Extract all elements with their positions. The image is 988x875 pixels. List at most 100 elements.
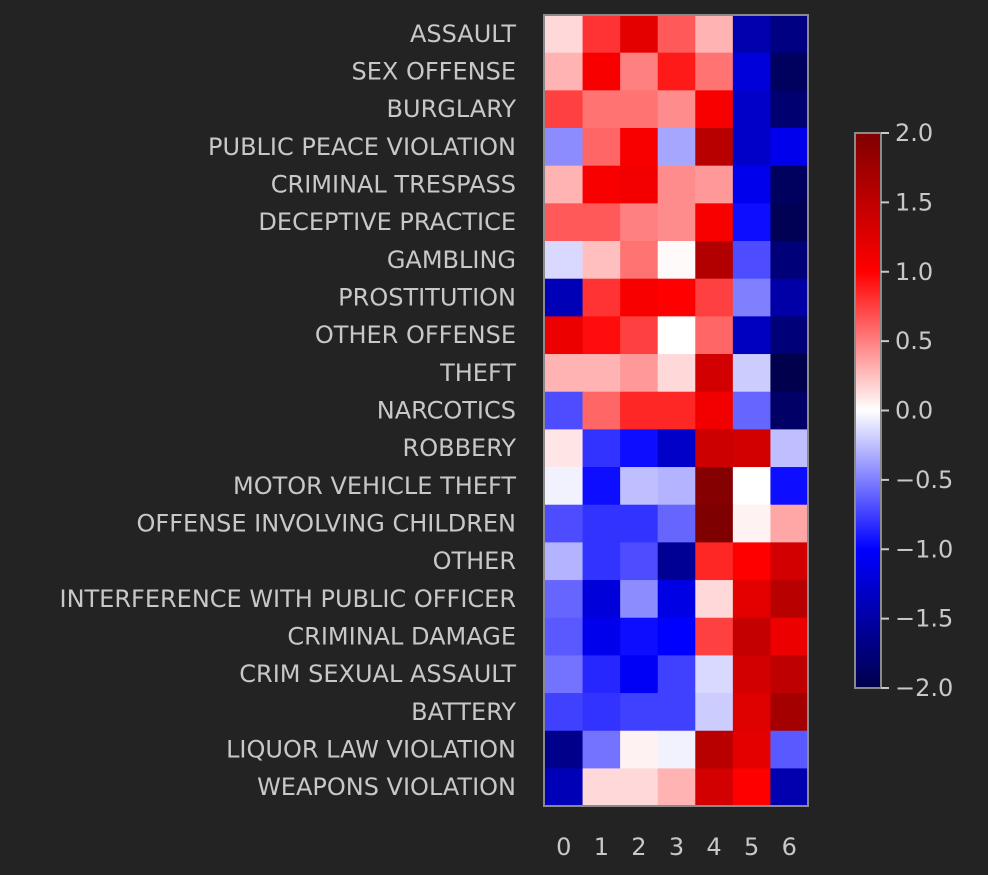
heatmap-cell [695,768,734,807]
row-label: CRIMINAL TRESPASS [271,171,516,199]
heatmap-cell [732,90,772,129]
heatmap-cell [657,316,696,355]
row-label: WEAPONS VIOLATION [257,773,516,801]
heatmap-cell [545,504,584,543]
row-label: INTERFERENCE WITH PUBLIC OFFICER [59,585,516,613]
heatmap-cell [545,768,584,807]
heatmap-cell [770,52,809,91]
row-label: BURGLARY [387,95,517,123]
heatmap-cell [620,203,659,242]
heatmap-cell [582,391,621,430]
heatmap-cell [620,693,659,732]
heatmap-cell [732,467,772,506]
heatmap-cell [695,165,734,204]
heatmap-cell [620,617,659,656]
row-label: PROSTITUTION [338,284,516,312]
heatmap-cell [545,391,584,430]
heatmap-cell [582,316,621,355]
row-label: DECEPTIVE PRACTICE [258,208,516,236]
heatmap-cell [545,90,584,129]
heatmap-cell [732,165,772,204]
heatmap-cell [545,15,584,54]
heatmap-cell [657,354,696,393]
heatmap-cell [695,90,734,129]
heatmap-cell [657,128,696,167]
heatmap-cell [620,655,659,694]
heatmap-cell [582,542,621,581]
heatmap-cell [695,693,734,732]
heatmap-cell [770,504,809,543]
heatmap-cell [582,693,621,732]
heatmap-cell [620,165,659,204]
heatmap-cell [657,617,696,656]
heatmap-cell [657,90,696,129]
heatmap-cell [695,655,734,694]
heatmap-cell [695,128,734,167]
colorbar-tick-label: 1.0 [895,258,933,286]
heatmap-cell [620,429,659,468]
colorbar-tick-label: 0.0 [895,397,933,425]
heatmap-cell [770,203,809,242]
heatmap-cell [732,429,772,468]
column-label: 6 [782,833,797,861]
heatmap-cell [582,90,621,129]
heatmap-cell [545,278,584,317]
heatmap-cell [695,391,734,430]
heatmap-cell [770,655,809,694]
column-label: 4 [706,833,721,861]
heatmap-cell [582,128,621,167]
row-label: NARCOTICS [377,397,516,425]
heatmap-cell [770,391,809,430]
heatmap-cell [545,165,584,204]
heatmap-cell [732,203,772,242]
colorbar-tick-label: −1.5 [895,605,953,633]
heatmap-cell [620,90,659,129]
row-label: OTHER OFFENSE [315,321,516,349]
heatmap-cell [657,52,696,91]
heatmap-cell [657,165,696,204]
colorbar-tick-label: 2.0 [895,119,933,147]
column-label: 1 [594,833,609,861]
heatmap-cell [732,655,772,694]
heatmap-cell [695,15,734,54]
heatmap-cell [620,504,659,543]
heatmap-cell [732,278,772,317]
heatmap-cell [732,316,772,355]
heatmap-cell [770,693,809,732]
heatmap-cell [620,354,659,393]
heatmap-cell [695,617,734,656]
heatmap-cell [545,316,584,355]
heatmap-cell [545,542,584,581]
heatmap-cell [657,278,696,317]
heatmap-cell [770,278,809,317]
heatmap-cell [620,52,659,91]
heatmap-cell [657,391,696,430]
row-label: OFFENSE INVOLVING CHILDREN [137,510,517,538]
heatmap-cell [620,768,659,807]
heatmap-cell [582,354,621,393]
row-label: ASSAULT [410,20,516,48]
heatmap-cell [770,542,809,581]
heatmap-cell [582,467,621,506]
heatmap-cell [657,15,696,54]
heatmap-cells [545,15,809,807]
heatmap-cell [695,467,734,506]
heatmap-cell [657,241,696,280]
heatmap-cell [770,90,809,129]
row-label: ROBBERY [403,434,517,462]
heatmap-cell [620,278,659,317]
heatmap-cell [582,768,621,807]
heatmap-cell [770,316,809,355]
heatmap-cell [545,203,584,242]
colorbar [854,132,882,689]
heatmap-cell [545,655,584,694]
heatmap-cell [620,391,659,430]
row-label: MOTOR VEHICLE THEFT [233,472,516,500]
heatmap-cell [545,617,584,656]
heatmap-frame [543,14,809,807]
heatmap-cell [582,655,621,694]
heatmap-cell [545,354,584,393]
heatmap-cell [770,165,809,204]
heatmap-cell [582,165,621,204]
heatmap-cell [545,241,584,280]
